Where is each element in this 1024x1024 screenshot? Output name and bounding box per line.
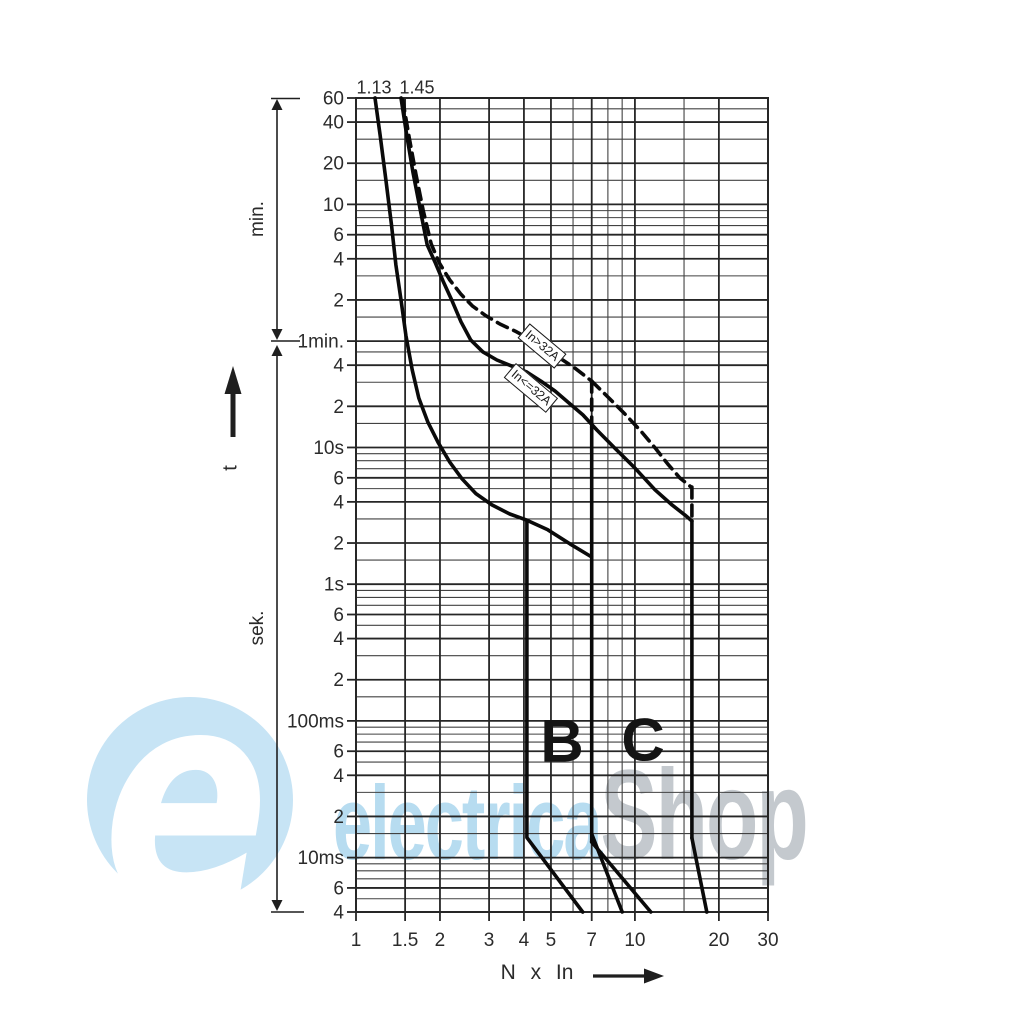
y-tick-label: 2 — [333, 670, 344, 691]
minutes-arrowhead-down — [271, 329, 283, 340]
minutes-arrowhead-up — [271, 99, 283, 110]
y-tick-label: 4 — [333, 629, 344, 650]
y-tick-label: 40 — [323, 113, 344, 134]
y-tick-label: 2 — [333, 397, 344, 418]
curve-c-lower-min-time — [589, 840, 653, 914]
y-tick-label: 4 — [333, 903, 344, 924]
x-axis-arrowhead-icon — [644, 968, 664, 984]
curve-b-lower-magnetic — [525, 518, 585, 914]
x-tick-label: 7 — [586, 930, 597, 951]
curve-c-thermal-gt32-cont-dashed — [589, 379, 693, 489]
region-label-c-curve: C — [621, 706, 665, 774]
y-tick-label: 1min. — [298, 332, 344, 353]
curve-thermal-upper-le32-1.45 — [399, 96, 694, 523]
x-tick-label: 30 — [757, 930, 778, 951]
x-tick-label: 1.5 — [392, 930, 418, 951]
y-tick-label: 4 — [333, 766, 344, 787]
y-tick-label: 1s — [324, 575, 344, 596]
y-tick-label: 6 — [333, 605, 344, 626]
x-tick-label: 3 — [484, 930, 495, 951]
t-axis-arrowhead-icon — [224, 366, 242, 394]
x-axis-title: N x In — [500, 961, 574, 984]
y-tick-label: 10 — [323, 195, 344, 216]
curve-c-upper-min-time — [690, 836, 709, 914]
y-tick-label: 4 — [333, 249, 344, 270]
y-tick-label: 6 — [333, 468, 344, 489]
y-tick-label: 4 — [333, 492, 344, 513]
y-tick-label: 20 — [323, 154, 344, 175]
x-tick-label: 4 — [519, 930, 530, 951]
seconds-arrowhead-up — [271, 345, 283, 356]
y-axis-unit-minutes: min. — [247, 201, 268, 237]
y-axis-symbol-t: t — [219, 465, 242, 471]
y-tick-label: 6 — [333, 225, 344, 246]
y-tick-label: 60 — [323, 89, 344, 110]
plot-border — [355, 97, 769, 913]
y-tick-label: 4 — [333, 356, 344, 377]
watermark-brand-primary: electrica — [333, 765, 602, 882]
conventional-current-label-1.45: 1.45 — [399, 77, 435, 98]
y-axis-unit-seconds: sek. — [247, 610, 268, 646]
conventional-current-label-1.13: 1.13 — [356, 77, 392, 98]
y-tick-label: 2 — [333, 290, 344, 311]
region-label-b-curve: B — [540, 707, 584, 775]
seconds-arrowhead-down — [271, 900, 283, 911]
x-tick-label: 5 — [546, 930, 557, 951]
y-tick-label: 2 — [333, 534, 344, 555]
y-tick-label: 10s — [313, 438, 344, 459]
y-tick-label: 6 — [333, 742, 344, 763]
x-tick-label: 1 — [351, 930, 362, 951]
y-tick-label: 10ms — [298, 848, 344, 869]
y-tick-label: 100ms — [287, 711, 344, 732]
x-tick-label: 20 — [708, 930, 729, 951]
curve-thermal-upper-gt32-dashed — [400, 98, 594, 383]
curve-thermal-lower-1.13 — [373, 96, 594, 559]
x-tick-label: 2 — [435, 930, 446, 951]
y-tick-label: 6 — [333, 878, 344, 899]
y-tick-label: 2 — [333, 807, 344, 828]
x-tick-label: 10 — [624, 930, 645, 951]
